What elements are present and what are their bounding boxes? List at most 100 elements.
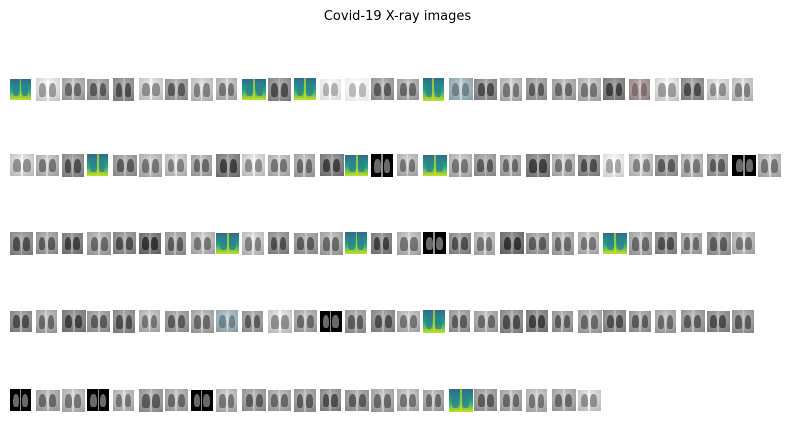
xray-lung xyxy=(434,82,441,97)
xray-lung xyxy=(537,82,545,97)
xray-thumbnail xyxy=(345,77,370,101)
xray-lung xyxy=(254,236,262,251)
xray-lung xyxy=(564,158,572,173)
xray-spine xyxy=(278,154,280,176)
xray-lung xyxy=(383,158,391,173)
xray-thumbnail xyxy=(577,154,600,176)
xray-lung xyxy=(348,314,355,329)
xray-thumbnail xyxy=(603,153,625,177)
xray-lung xyxy=(193,236,202,251)
xray-spine xyxy=(19,389,22,411)
xray-spine xyxy=(381,153,384,177)
xray-thumbnail xyxy=(422,232,446,254)
xray-lung xyxy=(219,237,227,251)
xray-thumbnail xyxy=(35,232,58,254)
xray-lung xyxy=(735,236,743,251)
xray-thumbnail xyxy=(268,309,292,333)
xray-thumbnail xyxy=(10,154,34,176)
xray-spine xyxy=(408,231,410,255)
xray-lung xyxy=(38,314,46,329)
xray-thumbnail xyxy=(706,78,729,100)
xray-spine xyxy=(253,389,256,411)
xray-lung xyxy=(21,83,29,97)
xray-lung xyxy=(151,158,159,173)
xray-spine xyxy=(664,309,667,333)
xray-lung xyxy=(435,236,443,251)
xray-lung xyxy=(409,315,417,329)
xray-spine xyxy=(150,388,152,412)
xray-spine xyxy=(716,78,719,100)
xray-lung xyxy=(64,393,72,408)
xray-spine xyxy=(122,389,125,411)
xray-lung xyxy=(477,393,485,408)
xray-lung xyxy=(744,314,752,329)
xray-lung xyxy=(451,314,458,329)
xray-lung xyxy=(167,236,175,251)
xray-thumbnail xyxy=(35,389,60,411)
xray-lung xyxy=(167,158,175,173)
xray-spine xyxy=(355,232,358,254)
xray-thumbnail xyxy=(603,310,627,332)
xray-spine xyxy=(97,310,100,332)
xray-spine xyxy=(510,389,513,411)
xray-spine xyxy=(46,77,49,101)
xray-lung xyxy=(684,82,691,97)
xray-spine xyxy=(19,78,22,100)
xray-spine xyxy=(97,78,100,100)
xray-lung xyxy=(22,315,29,329)
xray-lung xyxy=(487,315,496,329)
xray-lung xyxy=(204,236,212,251)
xray-lung xyxy=(270,236,278,251)
xray-spine xyxy=(97,154,99,176)
xray-lung xyxy=(280,159,287,173)
xray-spine xyxy=(407,389,409,411)
xray-lung xyxy=(580,236,587,251)
xray-lung xyxy=(735,159,743,173)
xray-spine xyxy=(690,232,693,254)
xray-thumbnail xyxy=(139,78,163,100)
xray-lung xyxy=(12,83,20,97)
xray-lung xyxy=(255,158,262,173)
xray-thumbnail xyxy=(216,78,238,100)
xray-thumbnail xyxy=(113,309,136,333)
xray-spine xyxy=(227,153,230,177)
xray-lung xyxy=(555,83,563,97)
xray-lung xyxy=(73,158,81,173)
xray-thumbnail xyxy=(526,232,549,254)
xray-lung xyxy=(580,159,588,173)
xray-lung xyxy=(565,393,573,408)
xray-lung xyxy=(640,83,648,97)
xray-lung xyxy=(709,236,718,251)
xray-lung xyxy=(202,394,210,408)
xray-thumbnail xyxy=(448,232,471,254)
xray-lung xyxy=(718,83,726,97)
xray-lung xyxy=(477,158,485,173)
xray-thumbnail xyxy=(61,153,84,177)
xray-lung xyxy=(667,236,674,251)
xray-lung xyxy=(486,236,493,251)
xray-spine xyxy=(124,154,127,176)
xray-lung xyxy=(658,82,666,97)
xray-lung xyxy=(177,393,185,408)
xray-spine xyxy=(587,232,589,254)
xray-lung xyxy=(116,159,124,173)
xray-lung xyxy=(142,237,149,251)
xray-spine xyxy=(303,78,306,100)
xray-thumbnail xyxy=(474,389,498,411)
xray-thumbnail xyxy=(397,231,421,255)
xray-spine xyxy=(458,310,460,332)
xray-lung xyxy=(384,314,392,329)
xray-spine xyxy=(356,389,359,411)
xray-spine xyxy=(148,310,151,332)
xray-spine xyxy=(613,310,616,332)
xray-lung xyxy=(306,82,313,97)
xray-thumbnail xyxy=(448,153,472,177)
xray-thumbnail xyxy=(629,154,654,176)
xray-thumbnail xyxy=(190,232,215,254)
xray-spine xyxy=(71,232,73,254)
xray-lung xyxy=(90,83,98,97)
xray-lung xyxy=(642,158,650,173)
xray-lung xyxy=(744,82,751,97)
xray-spine xyxy=(433,232,436,254)
xray-lung xyxy=(642,236,649,251)
